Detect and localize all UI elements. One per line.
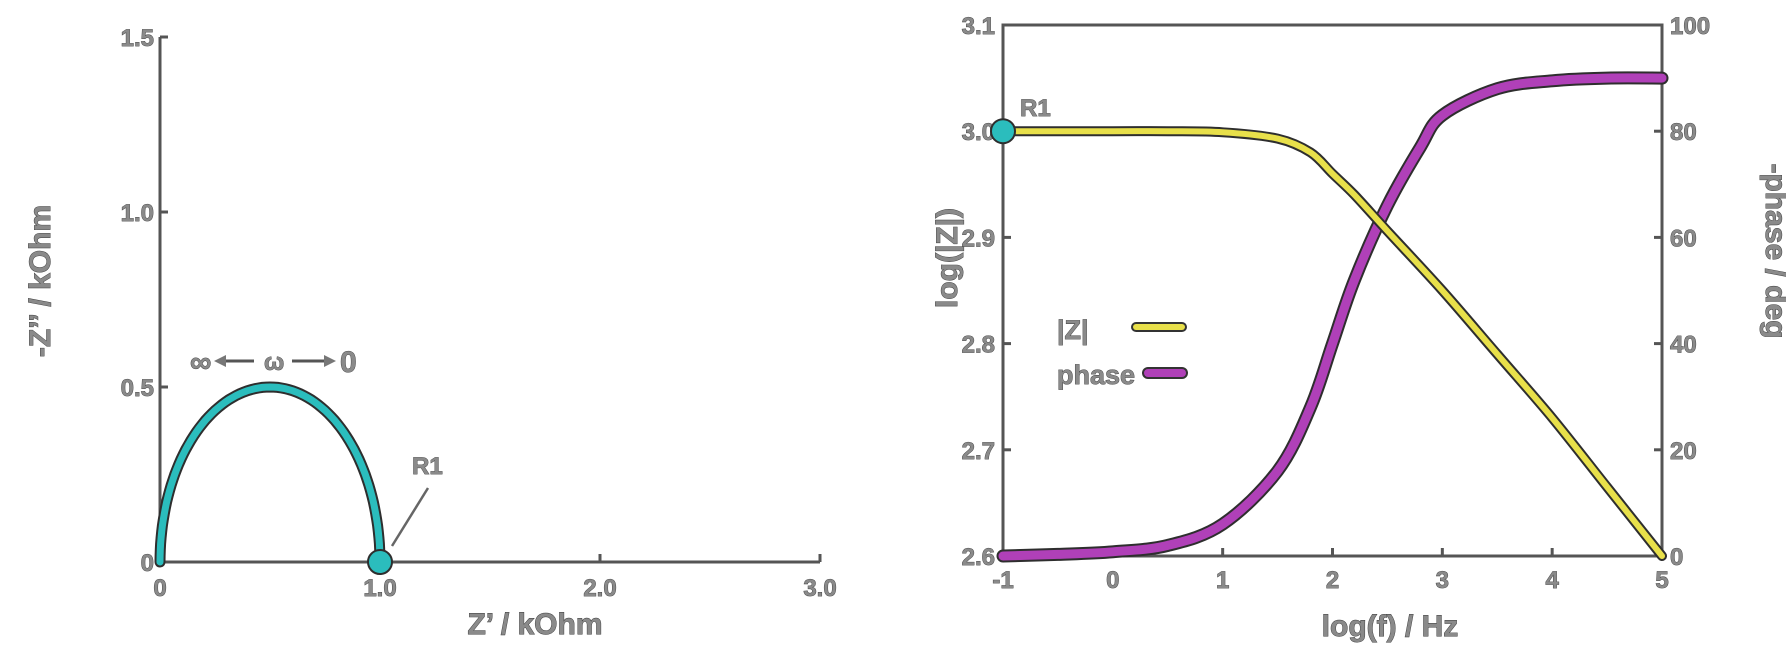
bode-y2-tick-label: 40 bbox=[1670, 332, 1697, 359]
bode-y-tick-label: 2.6 bbox=[962, 544, 995, 571]
bode-y2-tick-label: 20 bbox=[1670, 438, 1697, 465]
bode-y-tick-label: 2.9 bbox=[962, 225, 995, 252]
arrow-right-head bbox=[324, 355, 336, 367]
nyquist-r1-point bbox=[367, 549, 393, 575]
bode-x-tick-label: 4 bbox=[1545, 567, 1559, 594]
nyquist-y-tick-label: 0 bbox=[141, 550, 154, 577]
bode-y2-tick-label: 60 bbox=[1670, 225, 1697, 252]
bode-x-tick-label: -1 bbox=[992, 567, 1013, 594]
nyquist-x-tick-label: 1.0 bbox=[363, 575, 396, 602]
bode-y2-tick-label: 0 bbox=[1670, 544, 1683, 571]
bode-y2-tick-label: 80 bbox=[1670, 119, 1697, 146]
nyquist-y-ticks: 0 0.5 1.0 1.5 bbox=[120, 25, 168, 577]
infinity-label: ∞ bbox=[190, 346, 211, 379]
nyquist-x-tick-label: 0 bbox=[153, 575, 166, 602]
nyquist-y-title: -Z’’ / kOhm bbox=[24, 205, 57, 357]
nyquist-x-title: Z’ / kOhm bbox=[467, 608, 602, 641]
nyquist-annotation: ∞ ω 0 R1 bbox=[190, 346, 443, 547]
bode-y-tick-label: 2.8 bbox=[962, 332, 995, 359]
nyquist-y-tick-label: 1.5 bbox=[121, 25, 154, 52]
nyquist-y-tick-label: 0.5 bbox=[121, 375, 154, 402]
nyquist-curve-outline bbox=[154, 381, 386, 568]
omega-label: ω bbox=[264, 349, 284, 376]
bode-x-tick-label: 3 bbox=[1436, 567, 1449, 594]
bode-right-y-ticks: 0 20 40 60 80 100 bbox=[1654, 13, 1710, 571]
legend: |Z| phase bbox=[1057, 315, 1188, 390]
nyquist-axes bbox=[158, 37, 820, 564]
nyquist-r1-label: R1 bbox=[412, 453, 443, 480]
nyquist-x-ticks: 0 1.0 2.0 3.0 bbox=[153, 554, 837, 602]
bode-y2-title: -phase / deg bbox=[1759, 163, 1786, 338]
bode-chart: 2.6 2.7 2.8 2.9 3.0 3.1 0 20 40 60 80 100 -1 0 1 2 3 4 5… bbox=[931, 13, 1786, 644]
bode-x-tick-label: 1 bbox=[1216, 567, 1229, 594]
nyquist-chart: 0 0.5 1.0 1.5 0 1.0 2.0 3.0 ∞ ω 0 R1 Z’ / kOhm… bbox=[24, 25, 838, 642]
nyquist-x-tick-label: 2.0 bbox=[583, 575, 616, 602]
nyquist-y-tick-label: 1.0 bbox=[121, 200, 154, 227]
bode-left-y-ticks: 2.6 2.7 2.8 2.9 3.0 3.1 bbox=[961, 13, 1011, 571]
nyquist-curve bbox=[156, 383, 384, 566]
bode-y-title: log(|Z|) bbox=[931, 208, 964, 308]
bode-magnitude-curve bbox=[1000, 128, 1665, 559]
bode-r1-point bbox=[990, 118, 1016, 145]
bode-x-title: log(f) / Hz bbox=[1322, 610, 1459, 643]
legend-label-phase: phase bbox=[1057, 360, 1135, 390]
bode-r1-label: R1 bbox=[1020, 95, 1051, 122]
bode-axes bbox=[1001, 23, 1664, 558]
bode-y-tick-label: 3.1 bbox=[962, 13, 995, 40]
bode-y-tick-label: 3.0 bbox=[962, 119, 995, 146]
nyquist-series bbox=[154, 381, 393, 575]
bode-phase-curve-outline bbox=[996, 71, 1669, 563]
bode-phase-curve bbox=[998, 73, 1667, 561]
arrow-left-head bbox=[214, 355, 226, 367]
bode-y2-tick-label: 100 bbox=[1670, 13, 1710, 40]
bode-y-tick-label: 2.7 bbox=[962, 438, 995, 465]
bode-x-ticks: -1 0 1 2 3 4 5 bbox=[992, 548, 1669, 594]
zero-label: 0 bbox=[340, 346, 357, 379]
nyquist-x-tick-label: 3.0 bbox=[803, 575, 836, 602]
legend-label-magnitude: |Z| bbox=[1057, 315, 1089, 345]
bode-series bbox=[990, 71, 1669, 563]
bode-plot-frame bbox=[1001, 23, 1664, 558]
bode-x-tick-label: 5 bbox=[1655, 567, 1668, 594]
r1-pointer-line bbox=[390, 487, 430, 547]
bode-x-tick-label: 2 bbox=[1326, 567, 1339, 594]
bode-x-tick-label: 0 bbox=[1106, 567, 1119, 594]
